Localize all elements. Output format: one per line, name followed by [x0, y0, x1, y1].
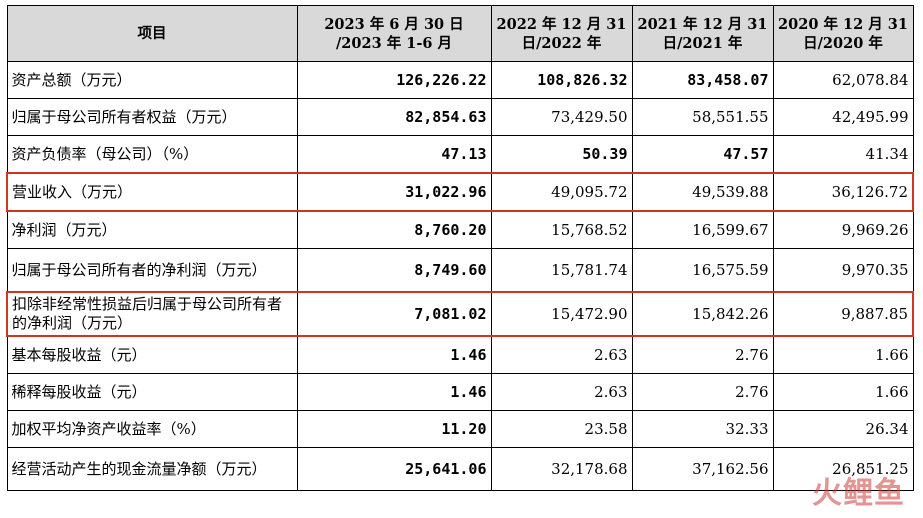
cell-2020: 9,887.85 [772, 291, 914, 337]
cell-2023h1: 8,760.20 [296, 210, 492, 249]
header-2023h1-line2: /2023 年 1-6 月 [336, 34, 452, 52]
row-label: 经营活动产生的现金流量净额（万元） [6, 447, 298, 491]
cell-2022: 2.63 [490, 373, 633, 411]
table-row-basic-eps: 基本每股收益（元） 1.46 2.63 2.76 1.66 [6, 335, 914, 374]
header-2020-line1: 2020 年 12 月 31 [778, 15, 908, 33]
cell-2023h1: 1.46 [296, 335, 492, 374]
cell-2020: 9,970.35 [772, 248, 914, 293]
cell-2022: 49,095.72 [490, 172, 633, 212]
table-row-net-profit: 净利润（万元） 8,760.20 15,768.52 16,599.67 9,9… [6, 210, 914, 249]
header-2021-line1: 2021 年 12 月 31 [637, 15, 768, 33]
cell-2023h1: 126,226.22 [296, 61, 492, 99]
row-label: 加权平均净资产收益率（%） [6, 410, 298, 448]
table-row-diluted-eps: 稀释每股收益（元） 1.46 2.63 2.76 1.66 [6, 373, 914, 411]
cell-2021: 2.76 [631, 335, 774, 374]
table-row-parent-net-profit: 归属于母公司所有者的净利润（万元） 8,749.60 15,781.74 16,… [6, 248, 914, 293]
cell-2022: 15,768.52 [490, 210, 633, 249]
cell-2022: 2.63 [490, 335, 633, 374]
table-row-equity: 归属于母公司所有者权益（万元） 82,854.63 73,429.50 58,5… [6, 98, 914, 136]
header-item: 项目 [6, 5, 298, 62]
table-row-operating-cash-flow: 经营活动产生的现金流量净额（万元） 25,641.06 32,178.68 37… [6, 447, 914, 491]
cell-2021: 37,162.56 [631, 447, 774, 491]
cell-2022: 50.39 [490, 135, 633, 174]
cell-2023h1: 47.13 [296, 135, 492, 174]
header-2022: 2022 年 12 月 31 日/2022 年 [490, 5, 633, 62]
cell-2020: 41.34 [772, 135, 914, 174]
row-label: 稀释每股收益（元） [6, 373, 298, 411]
cell-2020: 9,969.26 [772, 210, 914, 249]
cell-2021: 49,539.88 [631, 172, 774, 212]
cell-2022: 23.58 [490, 410, 633, 448]
cell-2022: 15,781.74 [490, 248, 633, 293]
row-label: 净利润（万元） [6, 210, 298, 249]
table-row-total-assets: 资产总额（万元） 126,226.22 108,826.32 83,458.07… [6, 61, 914, 99]
cell-2021: 15,842.26 [631, 291, 774, 337]
row-label: 扣除非经常性损益后归属于母公司所有者的净利润（万元） [6, 291, 298, 337]
cell-2020: 62,078.84 [772, 61, 914, 99]
cell-2020: 42,495.99 [772, 98, 914, 136]
cell-2022: 108,826.32 [490, 61, 633, 99]
row-label: 营业收入（万元） [6, 172, 298, 212]
cell-2020: 26.34 [772, 410, 914, 448]
row-label: 归属于母公司所有者的净利润（万元） [6, 248, 298, 293]
row-label: 归属于母公司所有者权益（万元） [6, 98, 298, 136]
cell-2020: 36,126.72 [772, 172, 914, 212]
header-2020-line2: 日/2020 年 [803, 34, 883, 52]
cell-2021: 2.76 [631, 373, 774, 411]
financial-data-table: 项目 2023 年 6 月 30 日 /2023 年 1-6 月 2022 年 … [6, 5, 914, 491]
cell-2023h1: 31,022.96 [296, 172, 492, 212]
cell-2021: 16,575.59 [631, 248, 774, 293]
table-row-revenue: 营业收入（万元） 31,022.96 49,095.72 49,539.88 3… [6, 172, 914, 212]
watermark-logo: 火鲤鱼 [812, 476, 905, 511]
header-2020: 2020 年 12 月 31 日/2020 年 [772, 5, 914, 62]
cell-2023h1: 25,641.06 [296, 447, 492, 491]
header-2021-line2: 日/2021 年 [662, 34, 743, 52]
financial-table-container: 项目 2023 年 6 月 30 日 /2023 年 1-6 月 2022 年 … [6, 5, 914, 491]
cell-2021: 83,458.07 [631, 61, 774, 99]
cell-2023h1: 1.46 [296, 373, 492, 411]
cell-2020: 1.66 [772, 335, 914, 374]
header-2023h1: 2023 年 6 月 30 日 /2023 年 1-6 月 [296, 5, 492, 62]
cell-2020: 1.66 [772, 373, 914, 411]
cell-2021: 32.33 [631, 410, 774, 448]
header-2023h1-line1: 2023 年 6 月 30 日 [324, 15, 464, 33]
cell-2023h1: 8,749.60 [296, 248, 492, 293]
cell-2021: 47.57 [631, 135, 774, 174]
table-row-roe: 加权平均净资产收益率（%） 11.20 23.58 32.33 26.34 [6, 410, 914, 448]
cell-2020: 26,851.25 [772, 447, 914, 491]
cell-2022: 15,472.90 [490, 291, 633, 337]
cell-2021: 16,599.67 [631, 210, 774, 249]
table-row-debt-ratio: 资产负债率（母公司）（%） 47.13 50.39 47.57 41.34 [6, 135, 914, 174]
cell-2022: 32,178.68 [490, 447, 633, 491]
header-2022-line1: 2022 年 12 月 31 [496, 15, 627, 33]
header-2021: 2021 年 12 月 31 日/2021 年 [631, 5, 774, 62]
cell-2021: 58,551.55 [631, 98, 774, 136]
row-label: 资产负债率（母公司）（%） [6, 135, 298, 174]
row-label: 基本每股收益（元） [6, 335, 298, 374]
header-2022-line2: 日/2022 年 [521, 34, 602, 52]
table-header-row: 项目 2023 年 6 月 30 日 /2023 年 1-6 月 2022 年 … [6, 5, 914, 62]
row-label: 资产总额（万元） [6, 61, 298, 99]
cell-2023h1: 82,854.63 [296, 98, 492, 136]
cell-2023h1: 7,081.02 [296, 291, 492, 337]
cell-2023h1: 11.20 [296, 410, 492, 448]
table-row-adjusted-net-profit: 扣除非经常性损益后归属于母公司所有者的净利润（万元） 7,081.02 15,4… [6, 291, 914, 337]
cell-2022: 73,429.50 [490, 98, 633, 136]
